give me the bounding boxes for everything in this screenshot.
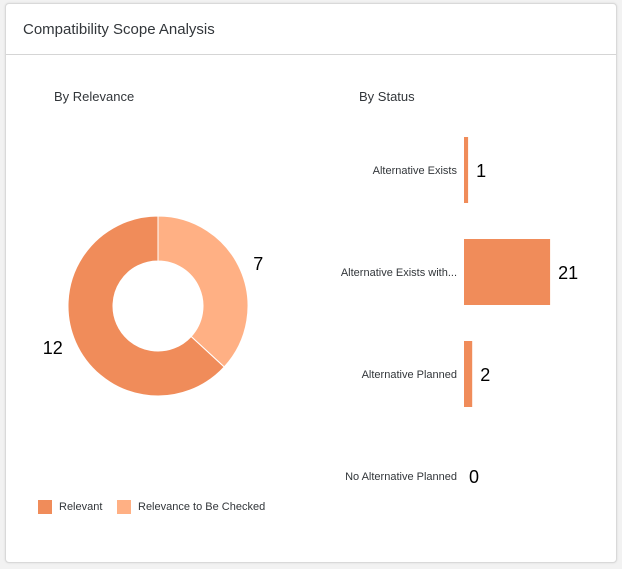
legend-swatch — [117, 500, 131, 514]
bar-data-label: 2 — [480, 365, 490, 385]
bar-subtitle: By Status — [359, 89, 415, 104]
card-header: Compatibility Scope Analysis — [6, 4, 616, 55]
bar[interactable] — [464, 137, 469, 203]
bar[interactable] — [464, 239, 551, 305]
donut-slice[interactable] — [157, 215, 249, 368]
bar-data-label: 1 — [476, 161, 486, 181]
legend-item-to-be-checked[interactable]: Relevance to Be Checked — [117, 500, 265, 514]
card-title: Compatibility Scope Analysis — [23, 21, 215, 38]
bar-category-label: No Alternative Planned — [345, 471, 457, 483]
bar[interactable] — [464, 341, 473, 407]
donut-data-label: 12 — [43, 338, 63, 358]
bar-category-label: Alternative Planned — [362, 369, 457, 381]
donut-data-label: 7 — [253, 254, 263, 274]
legend-label: Relevant — [59, 501, 103, 513]
legend-item-relevant[interactable]: Relevant — [38, 500, 102, 514]
donut-subtitle: By Relevance — [54, 89, 135, 104]
legend-swatch — [38, 500, 52, 514]
bar-data-label: 21 — [558, 263, 578, 283]
bar-category-label: Alternative Exists with... — [341, 267, 457, 279]
donut-slice[interactable] — [67, 215, 225, 397]
bar-category-label: Alternative Exists — [373, 165, 458, 177]
legend-label: Relevance to Be Checked — [138, 501, 266, 513]
bar-data-label: 0 — [469, 467, 479, 487]
